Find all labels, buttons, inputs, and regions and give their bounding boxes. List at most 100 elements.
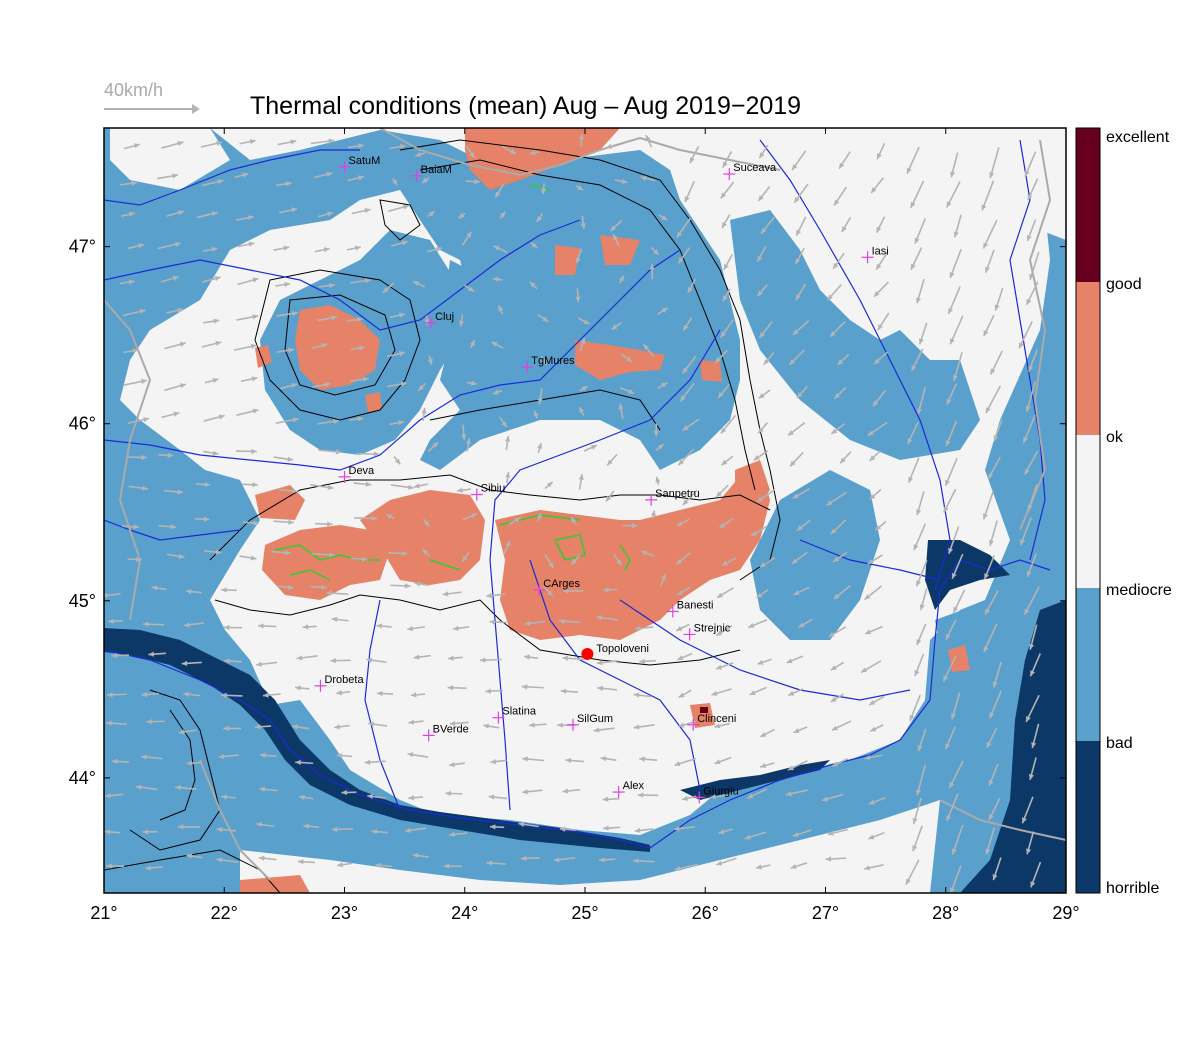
- wind-arrow-icon: [311, 552, 335, 558]
- wind-arrow-icon: [524, 654, 539, 660]
- wind-arrow-icon: [953, 214, 962, 238]
- y-axis: 44° 45° 46° 47°: [69, 237, 1066, 788]
- wind-arrow-icon: [461, 551, 470, 563]
- wind-arrow-icon: [341, 789, 357, 796]
- cities-layer: SatuM BaiaM Suceava Iasi Cluj TgMures Deva Sibi…: [314, 155, 889, 804]
- wind-arrow-icon: [315, 521, 333, 527]
- wind-arrow-icon: [905, 859, 920, 885]
- wind-arrow-icon: [915, 278, 925, 304]
- wind-arrow-icon: [421, 407, 427, 421]
- good-zone-apuseni: [295, 305, 380, 390]
- wind-arrow-icon: [318, 282, 335, 289]
- wind-arrow-icon: [122, 308, 146, 317]
- wind-arrow-icon: [404, 827, 427, 833]
- city-marker: Alex: [612, 780, 645, 799]
- wind-arrow-icon: [869, 450, 881, 462]
- wind-arrow-icon: [596, 615, 618, 621]
- wind-arrow-icon: [744, 831, 767, 840]
- wind-arrow-icon: [620, 353, 633, 363]
- wind-arrow-icon: [873, 281, 890, 298]
- wind-arrow-icon: [486, 860, 507, 866]
- contour-transylvania-plateau: [429, 389, 661, 431]
- wind-arrow-icon: [186, 760, 203, 766]
- colorbar-good-segment: [1076, 282, 1100, 435]
- wind-arrow-icon: [490, 759, 507, 765]
- wind-arrow-icon: [993, 419, 1003, 442]
- wind-arrow-icon: [258, 623, 277, 629]
- wind-arrow-icon: [462, 512, 478, 521]
- wind-arrow-icon: [656, 307, 669, 316]
- wind-arrow-icon: [391, 177, 398, 186]
- wind-arrow-icon: [157, 173, 179, 180]
- wind-arrow-icon: [649, 264, 655, 280]
- wind-arrow-icon: [838, 151, 851, 170]
- wind-arrow-icon: [186, 853, 203, 859]
- river-mures: [104, 249, 681, 471]
- wind-arrow-icon: [864, 754, 883, 761]
- wind-arrow-icon: [868, 695, 885, 706]
- wind-arrow-icon: [107, 692, 127, 698]
- city-marker: Deva: [338, 465, 375, 483]
- wind-arrow-icon: [872, 389, 887, 407]
- wind-arrow-icon: [949, 249, 962, 279]
- wind-arrow-icon: [748, 619, 768, 629]
- wind-arrow-icon: [757, 422, 769, 434]
- wind-arrow-icon: [104, 829, 121, 835]
- colorbar-horrible-segment: [1076, 741, 1100, 893]
- wind-arrow-icon: [985, 827, 996, 855]
- wind-arrow-icon: [337, 862, 353, 868]
- wind-arrow-icon: [679, 382, 695, 402]
- wind-arrow-icon: [346, 245, 361, 251]
- wind-arrow-icon: [505, 471, 511, 484]
- wind-arrow-icon: [202, 276, 221, 283]
- wind-arrow-icon: [427, 355, 433, 365]
- wind-arrow-icon: [755, 864, 771, 870]
- city-marker: SatuM: [338, 155, 380, 173]
- wind-arrow-icon: [948, 760, 964, 789]
- wind-arrow-icon: [393, 456, 401, 465]
- wind-arrow-icon: [791, 551, 808, 565]
- wind-arrow-icon: [562, 788, 581, 794]
- wind-arrow-icon: [350, 345, 365, 351]
- wind-arrow-icon: [349, 278, 371, 284]
- wind-arrow-icon: [177, 824, 200, 830]
- wind-arrow-icon: [982, 219, 998, 249]
- colorbar-label-bad: bad: [1106, 735, 1133, 752]
- wind-arrow-icon: [256, 661, 278, 667]
- wind-arrow-icon: [821, 793, 844, 802]
- wind-arrow-icon: [223, 624, 243, 631]
- y-tick-label: 45°: [69, 591, 96, 611]
- wind-arrow-icon: [989, 147, 1000, 179]
- wind-arrow-icon: [633, 692, 653, 698]
- wind-arrow-icon: [833, 386, 847, 400]
- wind-arrow-icon: [944, 458, 958, 487]
- x-tick-label: 24°: [451, 903, 478, 923]
- wind-arrow-icon: [183, 622, 204, 628]
- wind-arrow-icon: [166, 307, 184, 314]
- wind-arrow-icon: [723, 254, 733, 271]
- wind-arrow-icon: [606, 453, 618, 466]
- wind-arrow-icon: [795, 216, 807, 237]
- wind-arrow-icon: [390, 240, 408, 247]
- wind-arrow-icon: [351, 556, 368, 562]
- excellent-zone-clinceni: [700, 707, 708, 713]
- wind-arrow-icon: [349, 416, 364, 422]
- wind-arrow-icon: [950, 152, 959, 178]
- wind-arrow-icon: [216, 827, 237, 833]
- good-zone-retezat: [262, 525, 390, 600]
- wind-arrow-icon: [313, 171, 333, 179]
- wind-arrow-icon: [756, 488, 776, 503]
- wind-arrow-icon: [678, 689, 692, 699]
- wind-arrow-icon: [860, 660, 882, 674]
- wind-arrow-icon: [794, 247, 805, 265]
- wind-arrow-icon: [577, 317, 590, 325]
- wind-arrow-icon: [158, 524, 177, 530]
- river-prut: [1009, 139, 1046, 561]
- wind-arrow-icon: [202, 246, 218, 252]
- wind-arrow-icon: [987, 456, 1001, 480]
- wind-arrow-icon: [234, 343, 257, 351]
- wind-arrow-icon: [828, 626, 847, 638]
- wind-arrow-icon: [366, 657, 387, 664]
- bad-zone-center: [445, 260, 490, 340]
- wind-arrow-icon: [676, 586, 691, 596]
